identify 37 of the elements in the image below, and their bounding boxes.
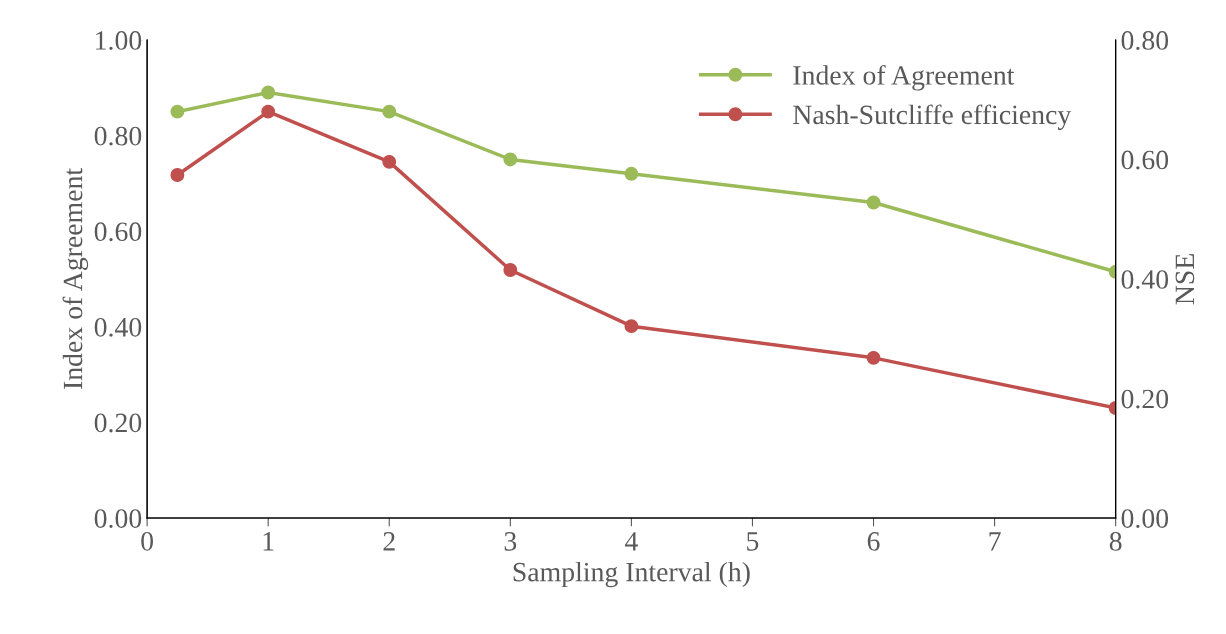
y2-axis-title: NSE (1175, 254, 1195, 305)
point (261, 85, 276, 100)
x-axis-title: Sampling Interval (h) (513, 561, 750, 588)
y-tick-label: 1.00 (96, 31, 142, 50)
point (624, 166, 639, 181)
y2-tick-label: 0.60 (1121, 150, 1169, 170)
y2-tick-label: 0.00 (1121, 509, 1169, 529)
y-tick-label: 0.20 (94, 413, 142, 433)
x-tick-label: 5 (747, 532, 759, 551)
point (503, 263, 518, 277)
point (170, 168, 185, 182)
x-tick-label: 1 (263, 532, 274, 551)
point (866, 350, 881, 365)
x-tick-label: 2 (383, 532, 395, 551)
y-tick-label: 0.40 (94, 317, 142, 337)
y2-tick-label: 0.40 (1121, 270, 1169, 289)
point (261, 104, 276, 119)
x-tick-label: 7 (989, 532, 1001, 551)
point (503, 152, 518, 167)
point (866, 195, 881, 210)
x-tick-label: 8 (1109, 531, 1122, 551)
point (624, 319, 639, 334)
y2-tick-label: 0.20 (1121, 389, 1169, 409)
y-tick-label: 0.60 (94, 222, 142, 242)
y-tick-label: 0.00 (94, 509, 142, 529)
legend-label: Index of Agreement (793, 64, 1015, 91)
x-tick-label: 6 (867, 532, 880, 551)
point (382, 104, 397, 119)
point (382, 154, 397, 169)
y-tick-label: 0.80 (94, 126, 142, 146)
y2-tick-label: 0.80 (1121, 31, 1169, 50)
legend-label: Nash-Sutcliffe efficiency (793, 104, 1072, 130)
x-tick-label: 3 (504, 532, 517, 551)
point (170, 104, 185, 119)
x-tick-label: 0 (141, 531, 154, 551)
y-axis-title: Index of Agreement (62, 168, 89, 390)
x-tick-label: 4 (624, 532, 638, 551)
